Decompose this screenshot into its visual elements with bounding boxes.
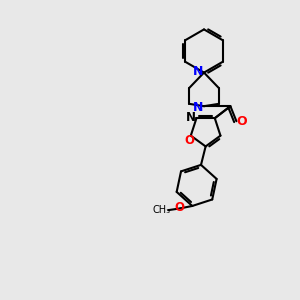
- Text: N: N: [193, 65, 203, 78]
- Text: O: O: [236, 115, 247, 128]
- Text: N: N: [193, 101, 203, 114]
- Text: CH₃: CH₃: [152, 205, 170, 215]
- Text: O: O: [184, 134, 195, 147]
- Text: O: O: [174, 201, 184, 214]
- Text: N: N: [186, 111, 196, 124]
